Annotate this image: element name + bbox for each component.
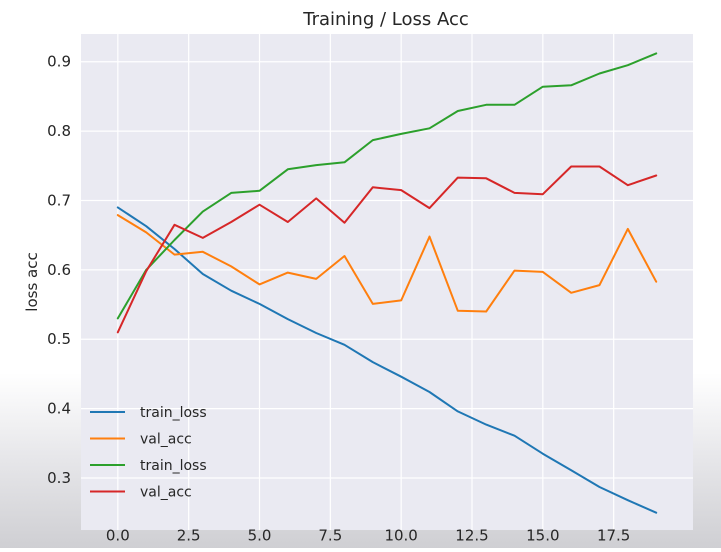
legend: train_loss val_acc train_loss val_acc bbox=[90, 405, 207, 501]
y-tick-label: 0.5 bbox=[47, 330, 71, 348]
legend-label: train_loss bbox=[140, 458, 207, 474]
x-tick-label: 5.0 bbox=[248, 527, 272, 545]
legend-label: val_acc bbox=[140, 432, 192, 448]
x-tick-label: 2.5 bbox=[177, 527, 201, 545]
y-tick-label: 0.6 bbox=[47, 261, 71, 279]
chart-title: Training / Loss Acc bbox=[302, 9, 469, 30]
y-tick-label: 0.8 bbox=[47, 122, 71, 140]
plot-area bbox=[81, 34, 693, 530]
y-tick-label: 0.3 bbox=[47, 469, 71, 487]
x-tick-label: 15.0 bbox=[526, 527, 559, 545]
series-line-train-loss-1 bbox=[116, 206, 658, 514]
x-tick-label: 7.5 bbox=[318, 527, 342, 545]
y-axis-label: loss acc bbox=[23, 252, 41, 311]
y-tick-label: 0.7 bbox=[47, 191, 71, 209]
y-tick-label: 0.4 bbox=[47, 400, 71, 418]
series-lines bbox=[116, 52, 658, 514]
x-tick-label: 0.0 bbox=[106, 527, 130, 545]
x-tick-label: 12.5 bbox=[455, 527, 488, 545]
x-tick-labels: 0.0 2.5 5.0 7.5 10.0 12.5 15.0 17.5 bbox=[106, 527, 630, 545]
legend-label: val_acc bbox=[140, 485, 192, 501]
series-line-train-loss-3 bbox=[116, 52, 658, 320]
series-line-val-acc-2 bbox=[116, 214, 658, 313]
x-tick-label: 10.0 bbox=[384, 527, 417, 545]
x-tick-label: 17.5 bbox=[597, 527, 630, 545]
legend-label: train_loss bbox=[140, 405, 207, 421]
series-line-val-acc-4 bbox=[116, 165, 658, 334]
y-tick-label: 0.9 bbox=[47, 53, 71, 71]
grid-lines bbox=[81, 34, 693, 530]
y-tick-labels: 0.3 0.4 0.5 0.6 0.7 0.8 0.9 bbox=[47, 53, 71, 487]
